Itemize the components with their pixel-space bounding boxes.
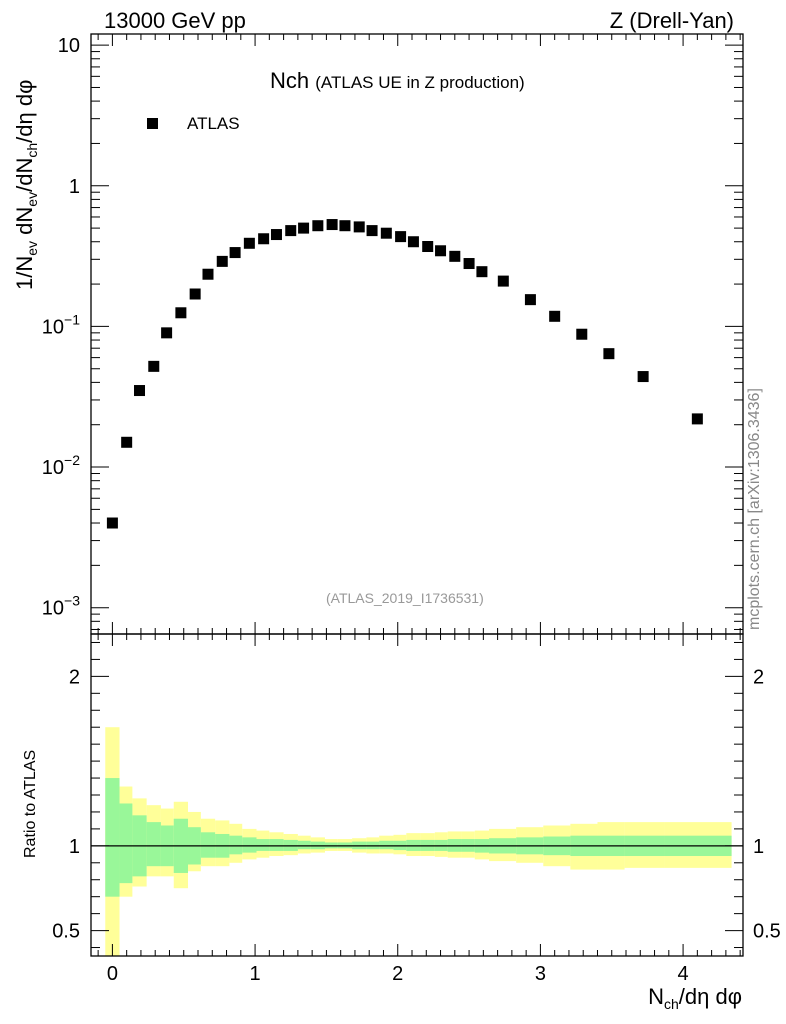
- data-point: [407, 236, 419, 248]
- ratio-inner-band-bin: [379, 840, 394, 850]
- data-point: [353, 221, 365, 233]
- data-point: [476, 266, 488, 278]
- data-point: [121, 436, 133, 448]
- plot-title-main: Nch: [270, 68, 310, 93]
- top-y-axis-label: 1/Nev dNev/dNch/dη dφ: [12, 79, 40, 290]
- data-point: [161, 327, 173, 339]
- ratio-y-tick-label-right: 1: [753, 836, 764, 858]
- data-point: [243, 237, 255, 249]
- process-name-label: Z (Drell-Yan): [609, 8, 734, 33]
- ratio-inner-band-bin: [229, 835, 243, 855]
- x-tick-label: 0: [107, 963, 118, 985]
- data-point: [189, 288, 201, 300]
- ratio-inner-band-bin: [269, 839, 284, 851]
- x-axis-label: Nch/dη dφ: [648, 984, 742, 1012]
- data-point: [422, 241, 434, 253]
- data-point: [270, 229, 282, 241]
- data-point: [326, 219, 338, 231]
- ratio-inner-band-bin: [256, 839, 270, 851]
- ratio-inner-band-bin: [119, 803, 133, 884]
- data-point: [576, 328, 588, 340]
- plot-title: Nch (ATLAS UE in Z production): [270, 68, 525, 94]
- data-point: [435, 245, 447, 257]
- data-point: [497, 275, 509, 287]
- data-point: [258, 233, 270, 245]
- source-credit-label: mcplots.cern.ch [arXiv:1306.3436]: [746, 388, 763, 630]
- ratio-y-tick-label-left: 2: [69, 666, 80, 688]
- legend-marker-square: [147, 118, 158, 129]
- data-point: [380, 227, 392, 239]
- y-tick-label: 10−1: [42, 311, 80, 338]
- data-point: [148, 360, 160, 372]
- plot-title-sub: (ATLAS UE in Z production): [315, 73, 525, 92]
- ratio-y-tick-label-right: 2: [753, 666, 764, 688]
- ratio-inner-band-bin: [146, 822, 161, 867]
- y-tick-label: 10−2: [42, 452, 80, 479]
- y-tick-label: 10−3: [42, 593, 80, 620]
- x-tick-label: 4: [678, 963, 689, 985]
- data-point: [285, 225, 297, 237]
- data-point: [366, 225, 378, 237]
- x-tick-label: 2: [392, 963, 403, 985]
- data-point: [175, 307, 187, 319]
- data-point: [549, 310, 561, 322]
- data-point: [134, 385, 146, 397]
- x-tick-label: 3: [535, 963, 546, 985]
- data-point: [216, 255, 228, 267]
- data-point: [202, 268, 214, 280]
- bottom-y-axis-label: Ratio to ATLAS: [22, 749, 39, 858]
- data-point: [637, 371, 649, 383]
- ratio-y-tick-label-left: 0.5: [52, 921, 80, 943]
- data-point: [229, 247, 241, 259]
- process-energy-label: 13000 GeV pp: [104, 8, 246, 33]
- legend-label: ATLAS: [187, 114, 240, 133]
- data-point: [449, 250, 461, 262]
- data-point: [298, 222, 310, 234]
- data-point: [339, 220, 351, 232]
- ratio-y-tick-label-right: 0.5: [753, 921, 781, 943]
- data-point: [524, 294, 536, 306]
- ratio-inner-band-bin: [242, 837, 257, 853]
- ratio-inner-band-bin: [105, 778, 120, 897]
- y-tick-label: 10: [58, 35, 80, 57]
- data-point: [463, 258, 475, 270]
- data-point: [312, 220, 324, 232]
- ratio-plot-frame: [90, 633, 744, 957]
- ratio-inner-band-bin: [297, 840, 311, 850]
- data-point: [106, 517, 118, 529]
- data-point: [603, 348, 615, 360]
- y-tick-label: 1: [69, 176, 80, 198]
- x-tick-label: 1: [250, 963, 261, 985]
- ratio-y-tick-label-left: 1: [69, 836, 80, 858]
- ratio-inner-band-bin: [200, 832, 216, 858]
- data-point: [395, 231, 407, 243]
- data-point: [691, 413, 703, 425]
- analysis-reference-label: (ATLAS_2019_I1736531): [326, 590, 484, 606]
